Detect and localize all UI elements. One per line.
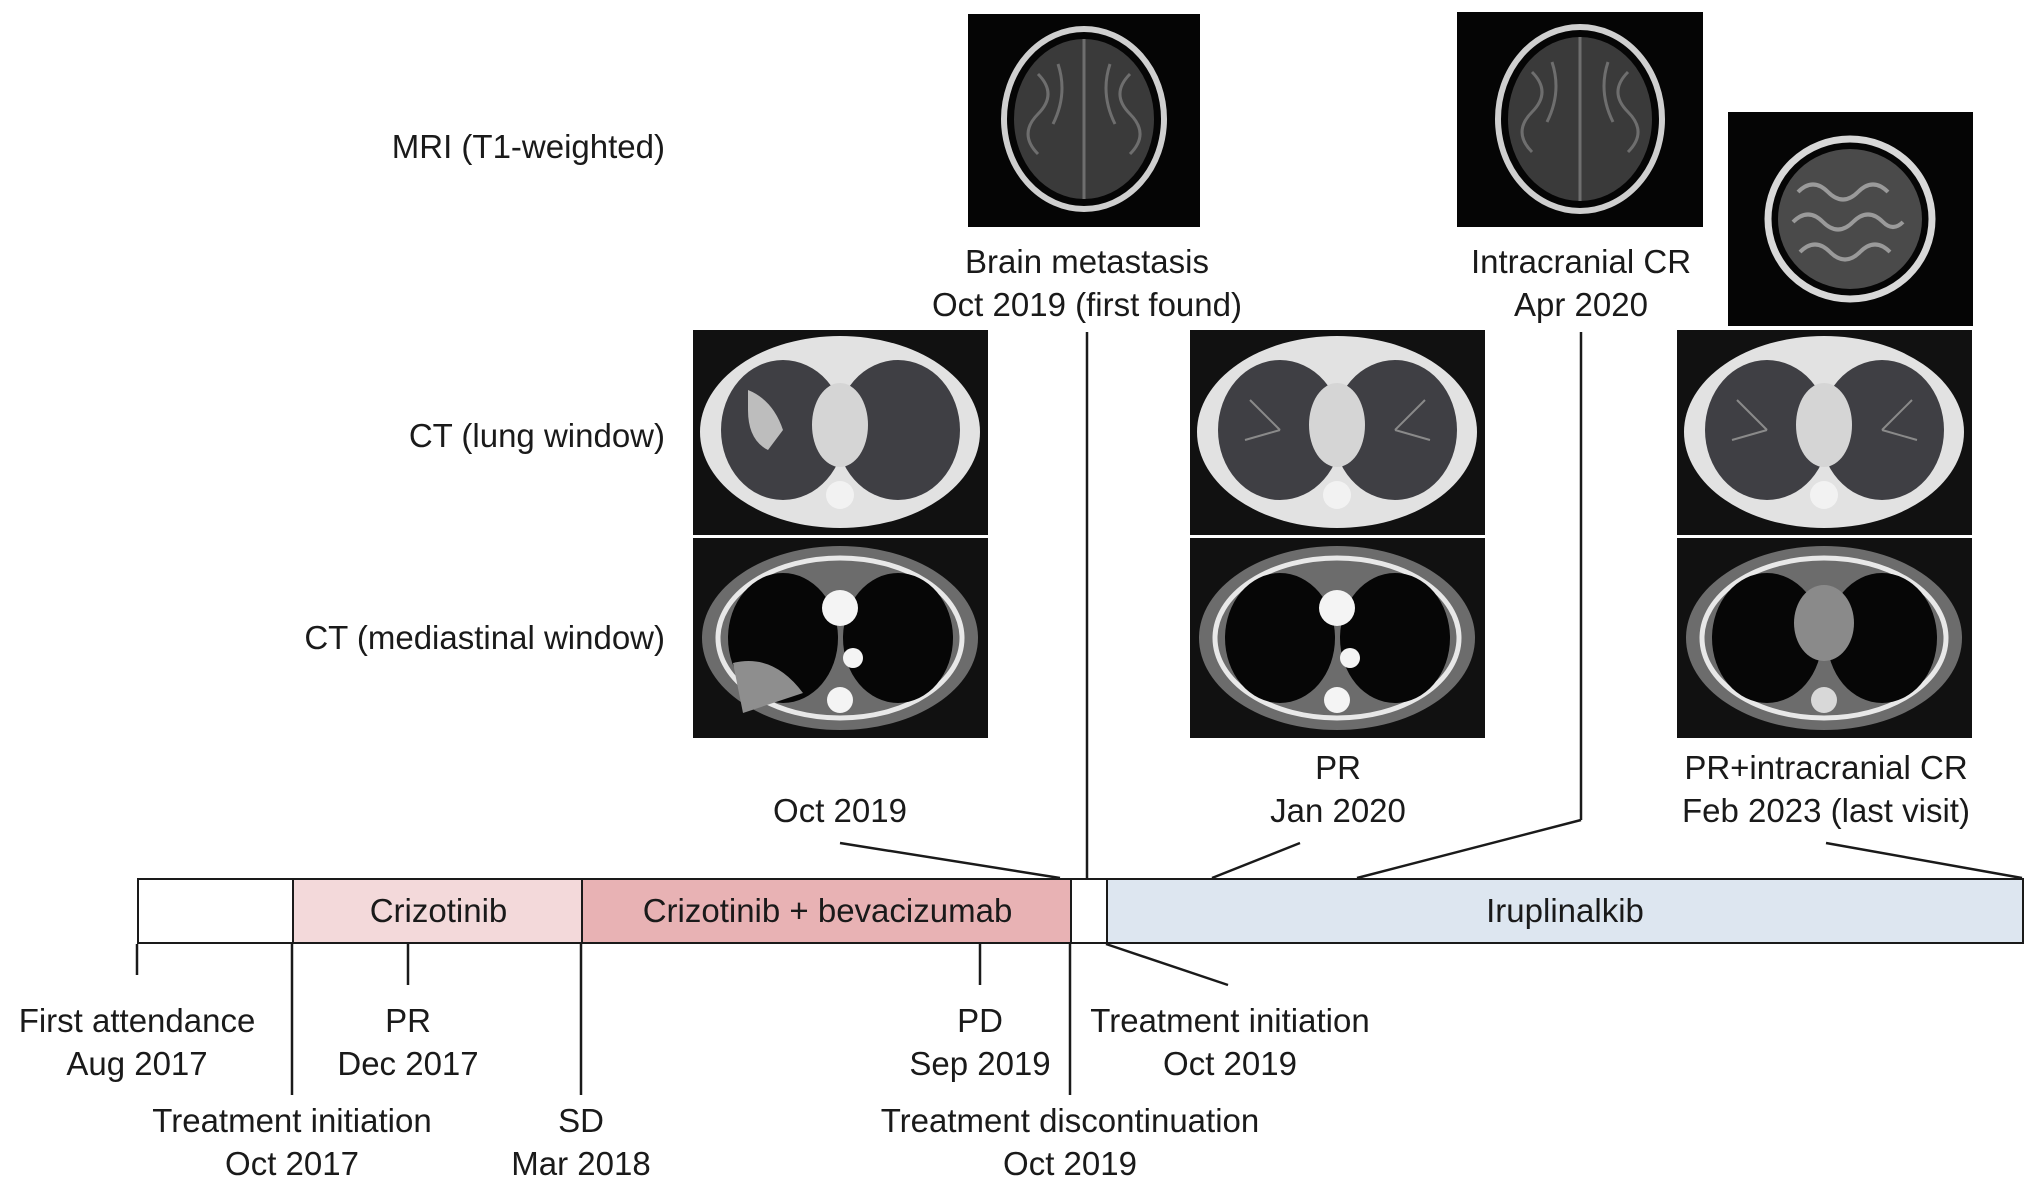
ct-lung-jan-2020-image [1190,330,1485,535]
event-pr-dec-2017-date: Dec 2017 [337,1045,479,1082]
timeline-segment-iruplinalkib: Iruplinalkib [1106,878,2024,944]
event-pd-sep-2019-title: PD [957,1002,1003,1039]
row-label-ct-lung: CT (lung window) [408,417,665,454]
connector-oct-2019 [839,841,1061,880]
event-sd-mar-2018-title: SD [558,1102,604,1139]
timeline-segment-pretreatment [137,878,294,944]
event-treatment-discontinuation-title: Treatment discontinuation [880,1102,1260,1139]
row-label-ct-mediastinal: CT (mediastinal window) [304,619,665,656]
ct-lung-oct-2019-image [693,330,988,535]
connector-intracranial-cr-diag [1356,818,1582,880]
event-sd-mar-2018-date: Mar 2018 [511,1145,651,1182]
event-treatment-initiation-2017-date: Oct 2017 [225,1145,359,1182]
event-pr-dec-2017-title: PR [385,1002,431,1039]
segment-label-crizotinib: Crizotinib [369,892,508,929]
caption-intracranial-cr-date: Apr 2020 [1514,286,1648,323]
row-label-mri: MRI (T1-weighted) [391,128,665,165]
connector-last-visit [1825,841,2023,880]
ct-mediastinal-oct-2019-image [693,538,988,738]
connector-treatment-initiation-2019 [1105,942,1229,987]
ct-mediastinal-feb-2023-image [1677,538,1972,738]
event-treatment-initiation-2019-date: Oct 2019 [1163,1045,1297,1082]
mri-brain-apr-2020-image [1457,12,1703,227]
caption-brain-metastasis-title: Brain metastasis [965,243,1209,280]
event-treatment-initiation-2017-title: Treatment initiation [152,1102,432,1139]
mri-brain-feb-2023-image [1728,112,1973,326]
timeline-segment-crizotinib: Crizotinib [292,878,583,944]
mri-brain-oct-2019-image [968,14,1200,227]
caption-last-visit-title: PR+intracranial CR [1684,749,1968,786]
event-pd-sep-2019-date: Sep 2019 [909,1045,1051,1082]
timeline-segment-crizotinib-bevacizumab: Crizotinib + bevacizumab [581,878,1072,944]
ct-mediastinal-jan-2020-image [1190,538,1485,738]
segment-label-iruplinalkib: Iruplinalkib [1486,892,1644,929]
ct-lung-feb-2023-image [1677,330,1972,535]
caption-pr-jan-2020-title: PR [1315,749,1361,786]
caption-intracranial-cr-title: Intracranial CR [1470,243,1692,280]
caption-last-visit-date: Feb 2023 (last visit) [1682,792,1970,829]
event-treatment-discontinuation-date: Oct 2019 [1003,1145,1137,1182]
caption-pr-jan-2020-date: Jan 2020 [1270,792,1406,829]
timeline-segment-gap [1070,878,1108,944]
event-first-attendance-title: First attendance [18,1002,256,1039]
segment-label-crizotinib-bevacizumab: Crizotinib + bevacizumab [642,892,1013,929]
connector-pr-jan-2020 [1211,841,1301,880]
event-treatment-initiation-2019-title: Treatment initiation [1090,1002,1370,1039]
caption-oct-2019: Oct 2019 [773,792,907,829]
caption-brain-metastasis-date: Oct 2019 (first found) [932,286,1242,323]
event-first-attendance-date: Aug 2017 [66,1045,208,1082]
